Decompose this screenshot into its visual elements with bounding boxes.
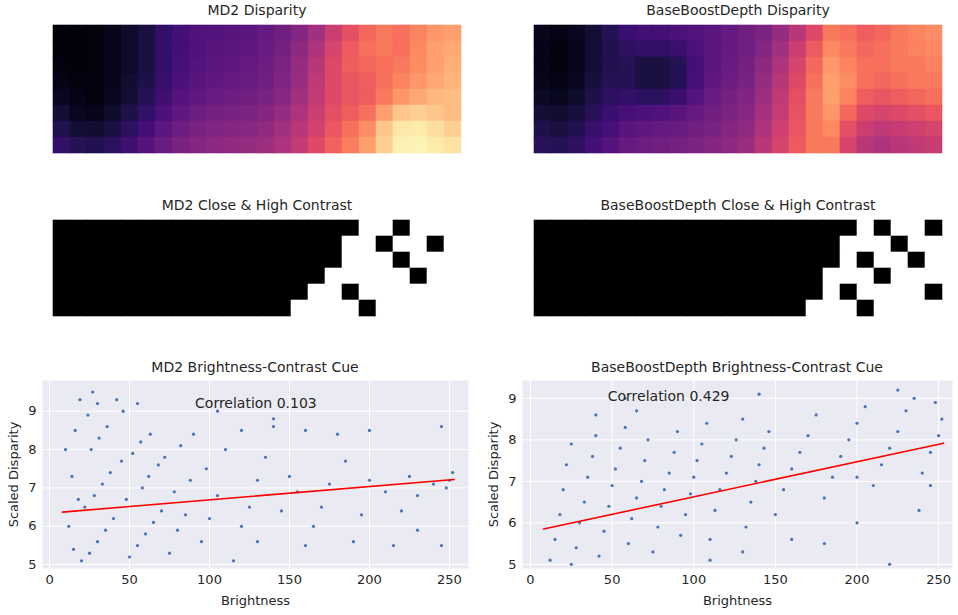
svg-text:200: 200 bbox=[845, 572, 870, 587]
svg-text:250: 250 bbox=[437, 572, 462, 587]
svg-text:50: 50 bbox=[121, 572, 138, 587]
html-text:BaseBoostDepth Brightness-Cont: BaseBoostDepth Brightness-Contrast Cue bbox=[591, 359, 883, 375]
html-text:MD2 Close & High Contrast: MD2 Close & High Contrast bbox=[161, 197, 353, 213]
svg-text:250: 250 bbox=[926, 572, 951, 587]
svg-text:50: 50 bbox=[604, 572, 621, 587]
svg-text:Correlation 0.429: Correlation 0.429 bbox=[608, 388, 730, 404]
svg-text:Brightness: Brightness bbox=[703, 593, 772, 608]
svg-text:9: 9 bbox=[508, 391, 516, 406]
svg-text:Scaled Disparity: Scaled Disparity bbox=[486, 421, 501, 527]
svg-text:9: 9 bbox=[28, 403, 36, 418]
svg-text:100: 100 bbox=[197, 572, 222, 587]
svg-text:5: 5 bbox=[28, 557, 36, 572]
svg-text:Correlation 0.103: Correlation 0.103 bbox=[195, 395, 317, 411]
svg-text:6: 6 bbox=[28, 518, 36, 533]
html-text:MD2 Disparity: MD2 Disparity bbox=[207, 2, 307, 18]
svg-text:Brightness: Brightness bbox=[221, 593, 290, 608]
svg-text:150: 150 bbox=[763, 572, 788, 587]
svg-text:0: 0 bbox=[526, 572, 534, 587]
svg-text:8: 8 bbox=[508, 432, 516, 447]
svg-text:7: 7 bbox=[508, 474, 516, 489]
svg-text:6: 6 bbox=[508, 515, 516, 530]
html-text:MD2 Brightness-Contrast Cue: MD2 Brightness-Contrast Cue bbox=[151, 359, 359, 375]
svg-text:7: 7 bbox=[28, 480, 36, 495]
svg-text:200: 200 bbox=[357, 572, 382, 587]
svg-text:5: 5 bbox=[508, 557, 516, 572]
html-text:BaseBoostDepth Close & High Co: BaseBoostDepth Close & High Contrast bbox=[600, 197, 876, 213]
svg-text:100: 100 bbox=[681, 572, 706, 587]
svg-text:150: 150 bbox=[277, 572, 302, 587]
html-text:BaseBoostDepth Disparity: BaseBoostDepth Disparity bbox=[646, 2, 830, 18]
svg-text:Scaled Disparity: Scaled Disparity bbox=[6, 421, 21, 527]
svg-text:0: 0 bbox=[45, 572, 53, 587]
svg-text:8: 8 bbox=[28, 442, 36, 457]
